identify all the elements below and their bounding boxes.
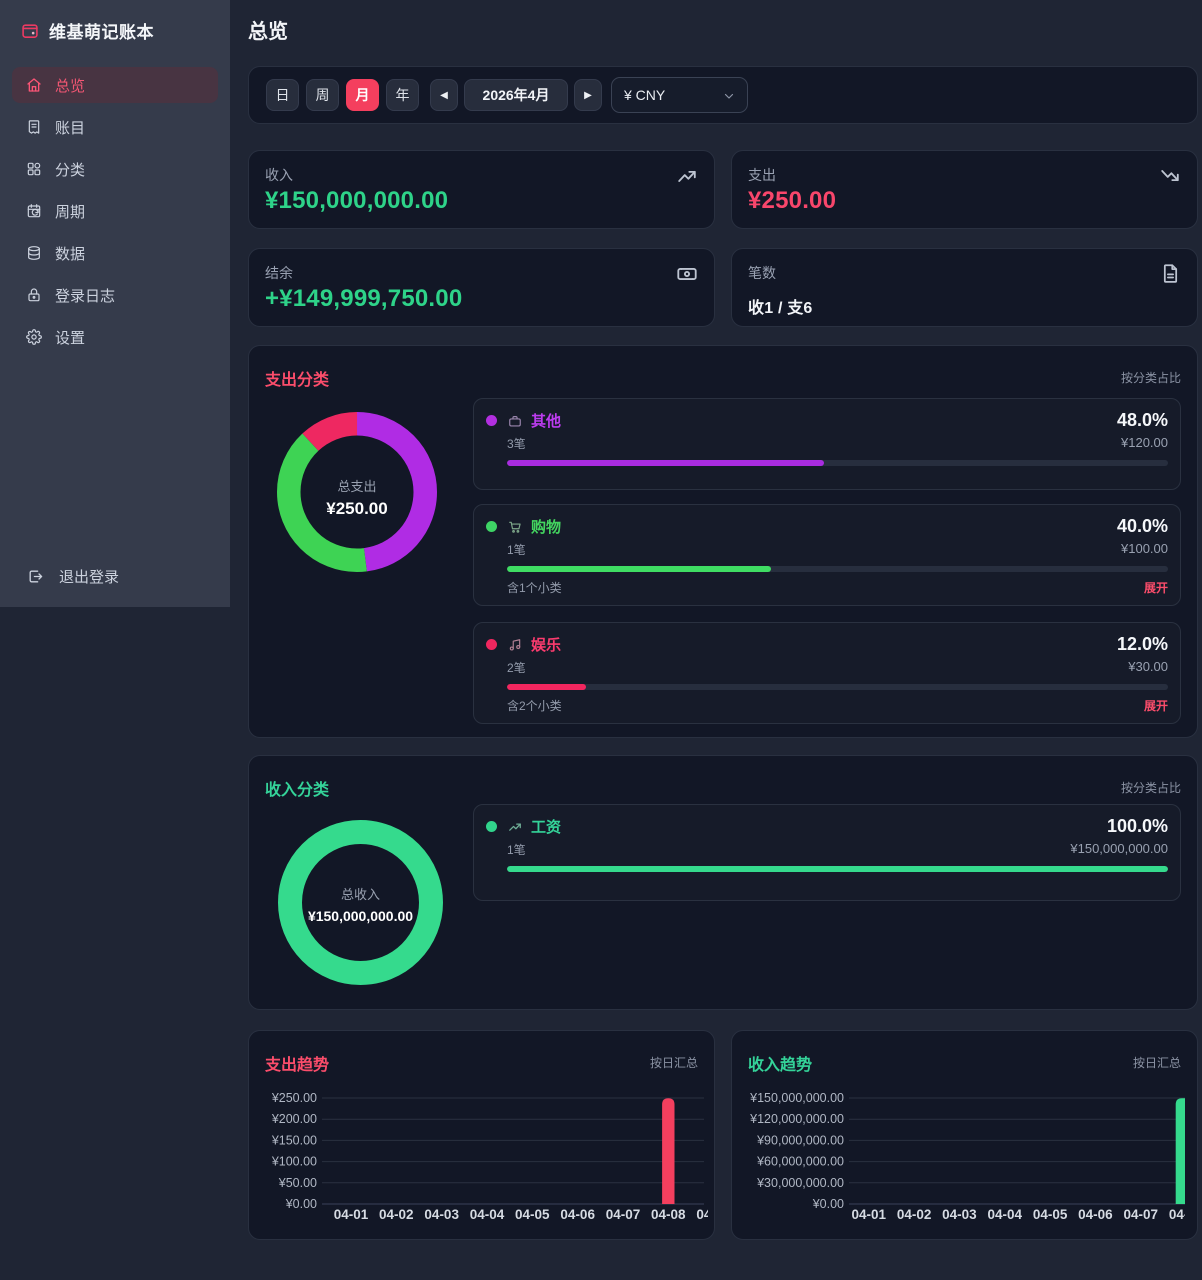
svg-text:04-08: 04-08 bbox=[1169, 1207, 1185, 1222]
svg-text:¥200.00: ¥200.00 bbox=[271, 1112, 317, 1126]
svg-text:04-06: 04-06 bbox=[1078, 1207, 1113, 1222]
svg-text:04-01: 04-01 bbox=[852, 1207, 887, 1222]
svg-text:¥150.00: ¥150.00 bbox=[271, 1133, 317, 1147]
svg-text:04-04: 04-04 bbox=[470, 1207, 505, 1222]
svg-text:04-03: 04-03 bbox=[942, 1207, 977, 1222]
svg-text:04-02: 04-02 bbox=[379, 1207, 414, 1222]
svg-text:04-05: 04-05 bbox=[515, 1207, 550, 1222]
svg-text:¥60,000,000.00: ¥60,000,000.00 bbox=[756, 1155, 844, 1169]
svg-text:¥0.00: ¥0.00 bbox=[812, 1197, 844, 1211]
svg-text:¥100.00: ¥100.00 bbox=[271, 1155, 317, 1169]
svg-text:04-06: 04-06 bbox=[560, 1207, 595, 1222]
svg-text:04-04: 04-04 bbox=[988, 1207, 1023, 1222]
svg-text:04-08: 04-08 bbox=[651, 1207, 686, 1222]
svg-text:¥30,000,000.00: ¥30,000,000.00 bbox=[756, 1176, 844, 1190]
svg-text:04-02: 04-02 bbox=[897, 1207, 932, 1222]
svg-text:04-03: 04-03 bbox=[424, 1207, 459, 1222]
svg-text:¥150,000,000.00: ¥150,000,000.00 bbox=[749, 1091, 844, 1105]
svg-text:04-07: 04-07 bbox=[1124, 1207, 1159, 1222]
svg-text:04-07: 04-07 bbox=[606, 1207, 641, 1222]
svg-text:¥0.00: ¥0.00 bbox=[285, 1197, 317, 1211]
svg-text:¥50.00: ¥50.00 bbox=[278, 1176, 317, 1190]
svg-text:04-05: 04-05 bbox=[1033, 1207, 1068, 1222]
svg-text:¥120,000,000.00: ¥120,000,000.00 bbox=[749, 1112, 844, 1126]
svg-text:¥250.00: ¥250.00 bbox=[271, 1091, 317, 1105]
svg-text:04-01: 04-01 bbox=[334, 1207, 369, 1222]
svg-text:04-09: 04-09 bbox=[696, 1207, 708, 1222]
svg-text:¥90,000,000.00: ¥90,000,000.00 bbox=[756, 1133, 844, 1147]
